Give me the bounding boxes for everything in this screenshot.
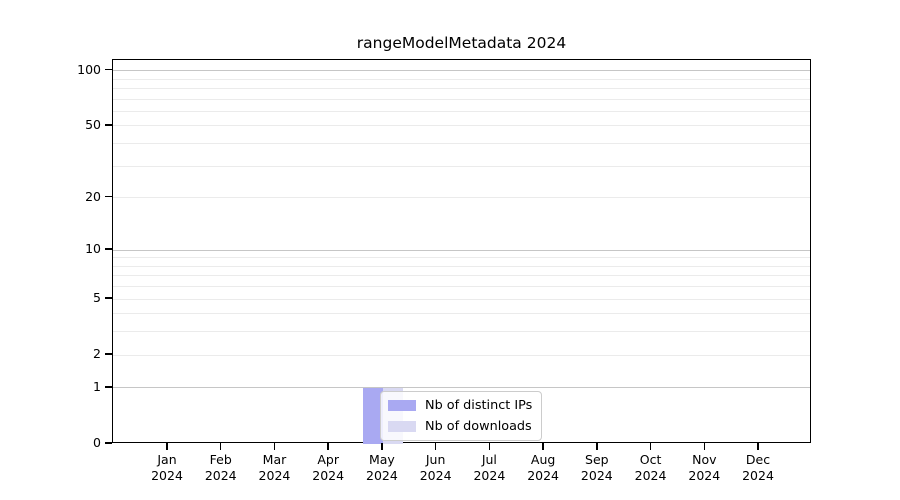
y-major-gridline-1 [113, 387, 810, 389]
y-minor-gridline-70 [113, 98, 810, 100]
y-minor-gridline-50 [113, 125, 810, 127]
y-major-gridline-10 [113, 249, 810, 251]
legend-swatch-distinct-ips-icon [388, 400, 416, 411]
x-tick-may [381, 443, 383, 450]
x-tick-mar [273, 443, 276, 450]
x-tick-sep [596, 443, 598, 450]
x-tick-apr [327, 443, 329, 450]
x-tick-nov [703, 443, 706, 450]
y-minor-gridline-90 [113, 78, 810, 80]
y-tick-label-0: 0 [93, 435, 101, 450]
x-tick-jun [434, 443, 437, 450]
plot-area: Nb of distinct IPs Nb of downloads [112, 59, 811, 444]
y-tick-label-5: 5 [93, 290, 101, 306]
x-tick-label-jun: Jun 2024 [419, 452, 452, 483]
x-tick-label-jan: Jan 2024 [151, 452, 183, 483]
y-major-gridline-100 [113, 70, 810, 72]
x-tick-label-may: May 2024 [366, 452, 398, 483]
x-tick-jan [166, 443, 168, 450]
y-minor-gridline-3 [113, 331, 810, 333]
y-tick-20 [105, 195, 112, 198]
legend-swatch-downloads-icon [388, 421, 416, 432]
legend-label-downloads: Nb of downloads [425, 419, 532, 434]
y-minor-gridline-8 [113, 265, 810, 267]
x-tick-label-apr: Apr 2024 [312, 452, 345, 483]
x-tick-label-aug: Aug 2024 [527, 452, 560, 483]
x-tick-label-feb: Feb 2024 [204, 452, 237, 483]
y-minor-gridline-9 [113, 257, 810, 259]
y-minor-gridline-6 [113, 286, 810, 288]
y-tick-1 [105, 386, 112, 388]
bar-nb-of-distinct-ips-may [362, 387, 383, 444]
y-tick-label-2: 2 [93, 346, 101, 362]
x-tick-label-dec: Dec 2024 [742, 452, 774, 483]
legend: Nb of distinct IPs Nb of downloads [380, 391, 543, 441]
x-tick-oct [649, 443, 652, 450]
y-minor-gridline-4 [113, 313, 810, 315]
y-minor-gridline-20 [113, 197, 810, 199]
y-tick-10 [105, 248, 112, 250]
y-minor-gridline-30 [113, 165, 810, 167]
x-tick-label-nov: Nov 2024 [688, 452, 721, 483]
x-tick-label-mar: Mar 2024 [258, 452, 291, 483]
legend-label-distinct-ips: Nb of distinct IPs [425, 398, 533, 413]
chart-title: rangeModelMetadata 2024 [356, 34, 567, 52]
y-minor-gridline-7 [113, 275, 810, 277]
y-tick-label-100: 100 [77, 61, 101, 77]
y-tick-label-1: 1 [93, 378, 101, 394]
y-minor-gridline-60 [113, 110, 810, 112]
y-tick-100 [105, 68, 112, 71]
y-minor-gridline-2 [113, 354, 810, 356]
y-tick-50 [105, 124, 112, 126]
y-tick-2 [105, 353, 112, 355]
y-minor-gridline-80 [113, 87, 810, 89]
y-minor-gridline-5 [113, 298, 810, 300]
x-tick-label-jul: Jul 2024 [473, 452, 506, 483]
x-tick-jul [488, 443, 491, 450]
x-tick-label-sep: Sep 2024 [580, 452, 613, 483]
legend-entry-downloads: Nb of downloads [388, 418, 532, 435]
x-tick-aug [542, 443, 544, 450]
x-tick-label-oct: Oct 2024 [634, 452, 667, 483]
y-tick-label-20: 20 [85, 188, 101, 204]
y-tick-5 [105, 297, 112, 299]
y-tick-label-50: 50 [85, 116, 101, 132]
y-tick-0 [105, 442, 112, 444]
y-minor-gridline-40 [113, 143, 810, 145]
x-tick-feb [219, 443, 222, 450]
y-tick-label-10: 10 [85, 241, 101, 256]
legend-entry-distinct-ips: Nb of distinct IPs [388, 397, 532, 414]
x-tick-dec [757, 443, 759, 450]
